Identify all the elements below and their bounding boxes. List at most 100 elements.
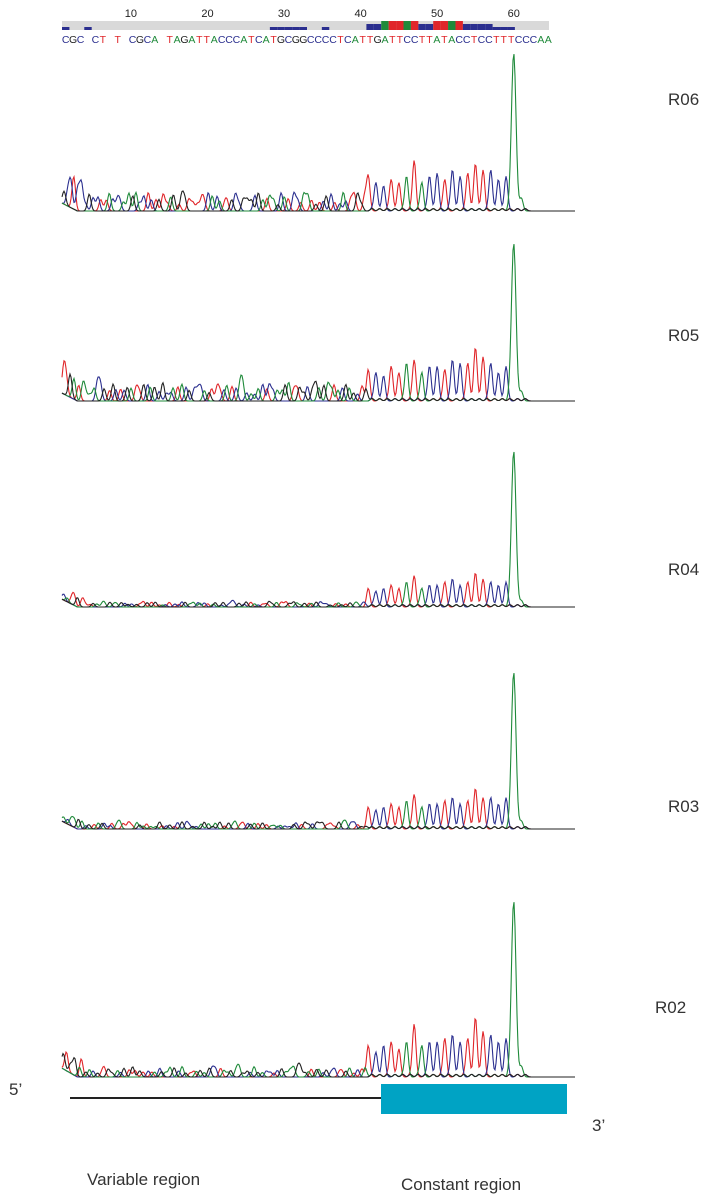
quality-bar [396,21,404,30]
sequence-base: G [180,34,188,46]
quality-bar [433,21,441,30]
sequence-base: A [537,34,544,46]
trace-r04-A [61,451,575,608]
sequence-base: C [255,34,263,46]
trace-r03-T [61,788,575,830]
trace-r04-T [61,572,575,608]
sequence-base: T [471,34,478,46]
quality-bar [84,27,92,30]
quality-bar [485,24,493,30]
sequence-base: T [270,34,277,46]
sequence-base: C [62,34,70,46]
trace-r04-G [61,596,575,608]
sample-label-r05: R05 [668,326,700,345]
quality-bar [477,24,486,30]
sequence-base: C [344,34,352,46]
sequence-base: T [419,34,426,46]
quality-bar [418,24,426,30]
sequence-base: A [174,34,181,46]
sequence-base: C [77,34,85,46]
trace-r02-G [61,1052,575,1078]
quality-bar [373,24,382,30]
sequence-base: C [322,34,330,46]
sequence-base: G [136,34,144,46]
quality-bar [500,27,508,30]
sample-label-r06: R06 [668,90,700,109]
sequence-base: T [426,34,433,46]
quality-bar [448,21,456,30]
sequence-base: T [501,34,508,46]
sequence-base: A [433,34,440,46]
sequence-base: G [373,34,381,46]
sequence-base: C [314,34,322,46]
sequence-base: A [151,34,158,46]
five-prime-label: 5’ [9,1080,23,1099]
sequence-base: G [299,34,307,46]
sequence-base: C [129,34,137,46]
sequence-base: G [277,34,285,46]
sequence-base: C [329,34,337,46]
sequence-base: G [69,34,77,46]
trace-r06-A [61,54,575,212]
ruler-tick-label: 40 [354,8,366,20]
ruler-tick-label: 60 [508,8,520,20]
sequence-base: T [508,34,515,46]
quality-bar-background [62,21,549,30]
sequence-base: T [248,34,255,46]
constant-region-label: Constant region [401,1175,522,1194]
trace-r05-C [61,360,575,402]
sequence-base: A [188,34,195,46]
quality-bar [366,24,374,30]
sequence-base: C [218,34,226,46]
sample-label-r04: R04 [668,560,700,579]
sequence-base: C [478,34,486,46]
quality-bar [455,21,463,30]
sequence-base: T [166,34,173,46]
trace-r02-A [61,902,575,1078]
sequence-base: C [530,34,538,46]
sequence-base: T [493,34,500,46]
quality-bar [425,24,434,30]
variable-region-label: Variable region [87,1170,201,1189]
quality-bar [470,24,478,30]
sequence-header: 10 20 30 40 50 60C G C C T T C G C A T A G A T T A C C C A T C A T G C G… [62,8,552,46]
quality-bar [462,24,471,30]
quality-bar [507,27,515,30]
sequence-base: C [144,34,152,46]
sequence-base: C [411,34,419,46]
trace-r05-G [61,372,575,402]
three-prime-label: 3’ [592,1116,606,1135]
quality-bar [321,27,330,30]
sequence-base: T [337,34,344,46]
sequence-base: A [448,34,455,46]
quality-bar [284,27,293,30]
sequence-base: G [292,34,300,46]
trace-r02-T [61,1017,575,1078]
sequence-base: A [381,34,388,46]
trace-r06-T [61,160,575,212]
sequence-base: T [196,34,203,46]
sequence-base: T [441,34,448,46]
ruler-tick-label: 50 [431,8,443,20]
sequence-base: A [352,34,359,46]
trace-r05-A [61,244,575,402]
quality-bar [292,27,300,30]
sequence-base: C [307,34,315,46]
sequence-base: C [485,34,493,46]
sequence-base: C [403,34,411,46]
sequence-base: A [240,34,247,46]
sequence-base: C [92,34,100,46]
quality-bar [388,21,397,30]
sequence-base: C [515,34,523,46]
quality-bar [410,21,419,30]
quality-bar [403,21,411,30]
sequence-base: T [367,34,374,46]
sequence-base: C [285,34,293,46]
ruler-tick-label: 10 [125,8,137,20]
sequence-base: A [545,34,552,46]
trace-r04-C [61,578,575,608]
sample-label-r02: R02 [655,998,687,1017]
sequence-base: C [225,34,233,46]
ruler-tick-label: 30 [278,8,290,20]
